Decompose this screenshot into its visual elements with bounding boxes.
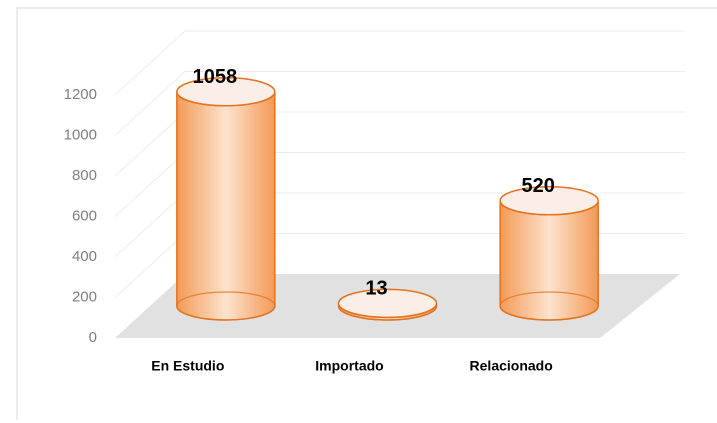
y-tick-label: 400 xyxy=(72,248,97,265)
cylinder-body xyxy=(176,91,276,321)
grid-line xyxy=(114,71,685,136)
cylinder-top xyxy=(176,77,276,107)
y-tick-label: 200 xyxy=(72,288,97,305)
cylinder-base xyxy=(499,291,599,321)
grid-line xyxy=(114,30,685,96)
x-tick-label: Importado xyxy=(315,358,383,374)
y-tick-label: 1200 xyxy=(64,86,97,103)
chart-frame xyxy=(16,7,717,420)
x-tick-label: En Estudio xyxy=(151,358,224,374)
y-tick-label: 1000 xyxy=(64,126,97,143)
cylinder-base xyxy=(176,291,276,321)
cylinder-top xyxy=(499,185,599,216)
y-tick-label: 0 xyxy=(89,329,97,346)
y-tick-label: 800 xyxy=(72,167,97,184)
y-tick-label: 600 xyxy=(72,207,97,224)
data-label: 13 xyxy=(365,278,387,300)
data-label: 1058 xyxy=(193,66,238,88)
cylinder-top xyxy=(337,288,438,319)
cylinder-body xyxy=(499,200,599,321)
data-label: 520 xyxy=(521,175,554,197)
x-tick-label: Relacionado xyxy=(470,358,553,374)
